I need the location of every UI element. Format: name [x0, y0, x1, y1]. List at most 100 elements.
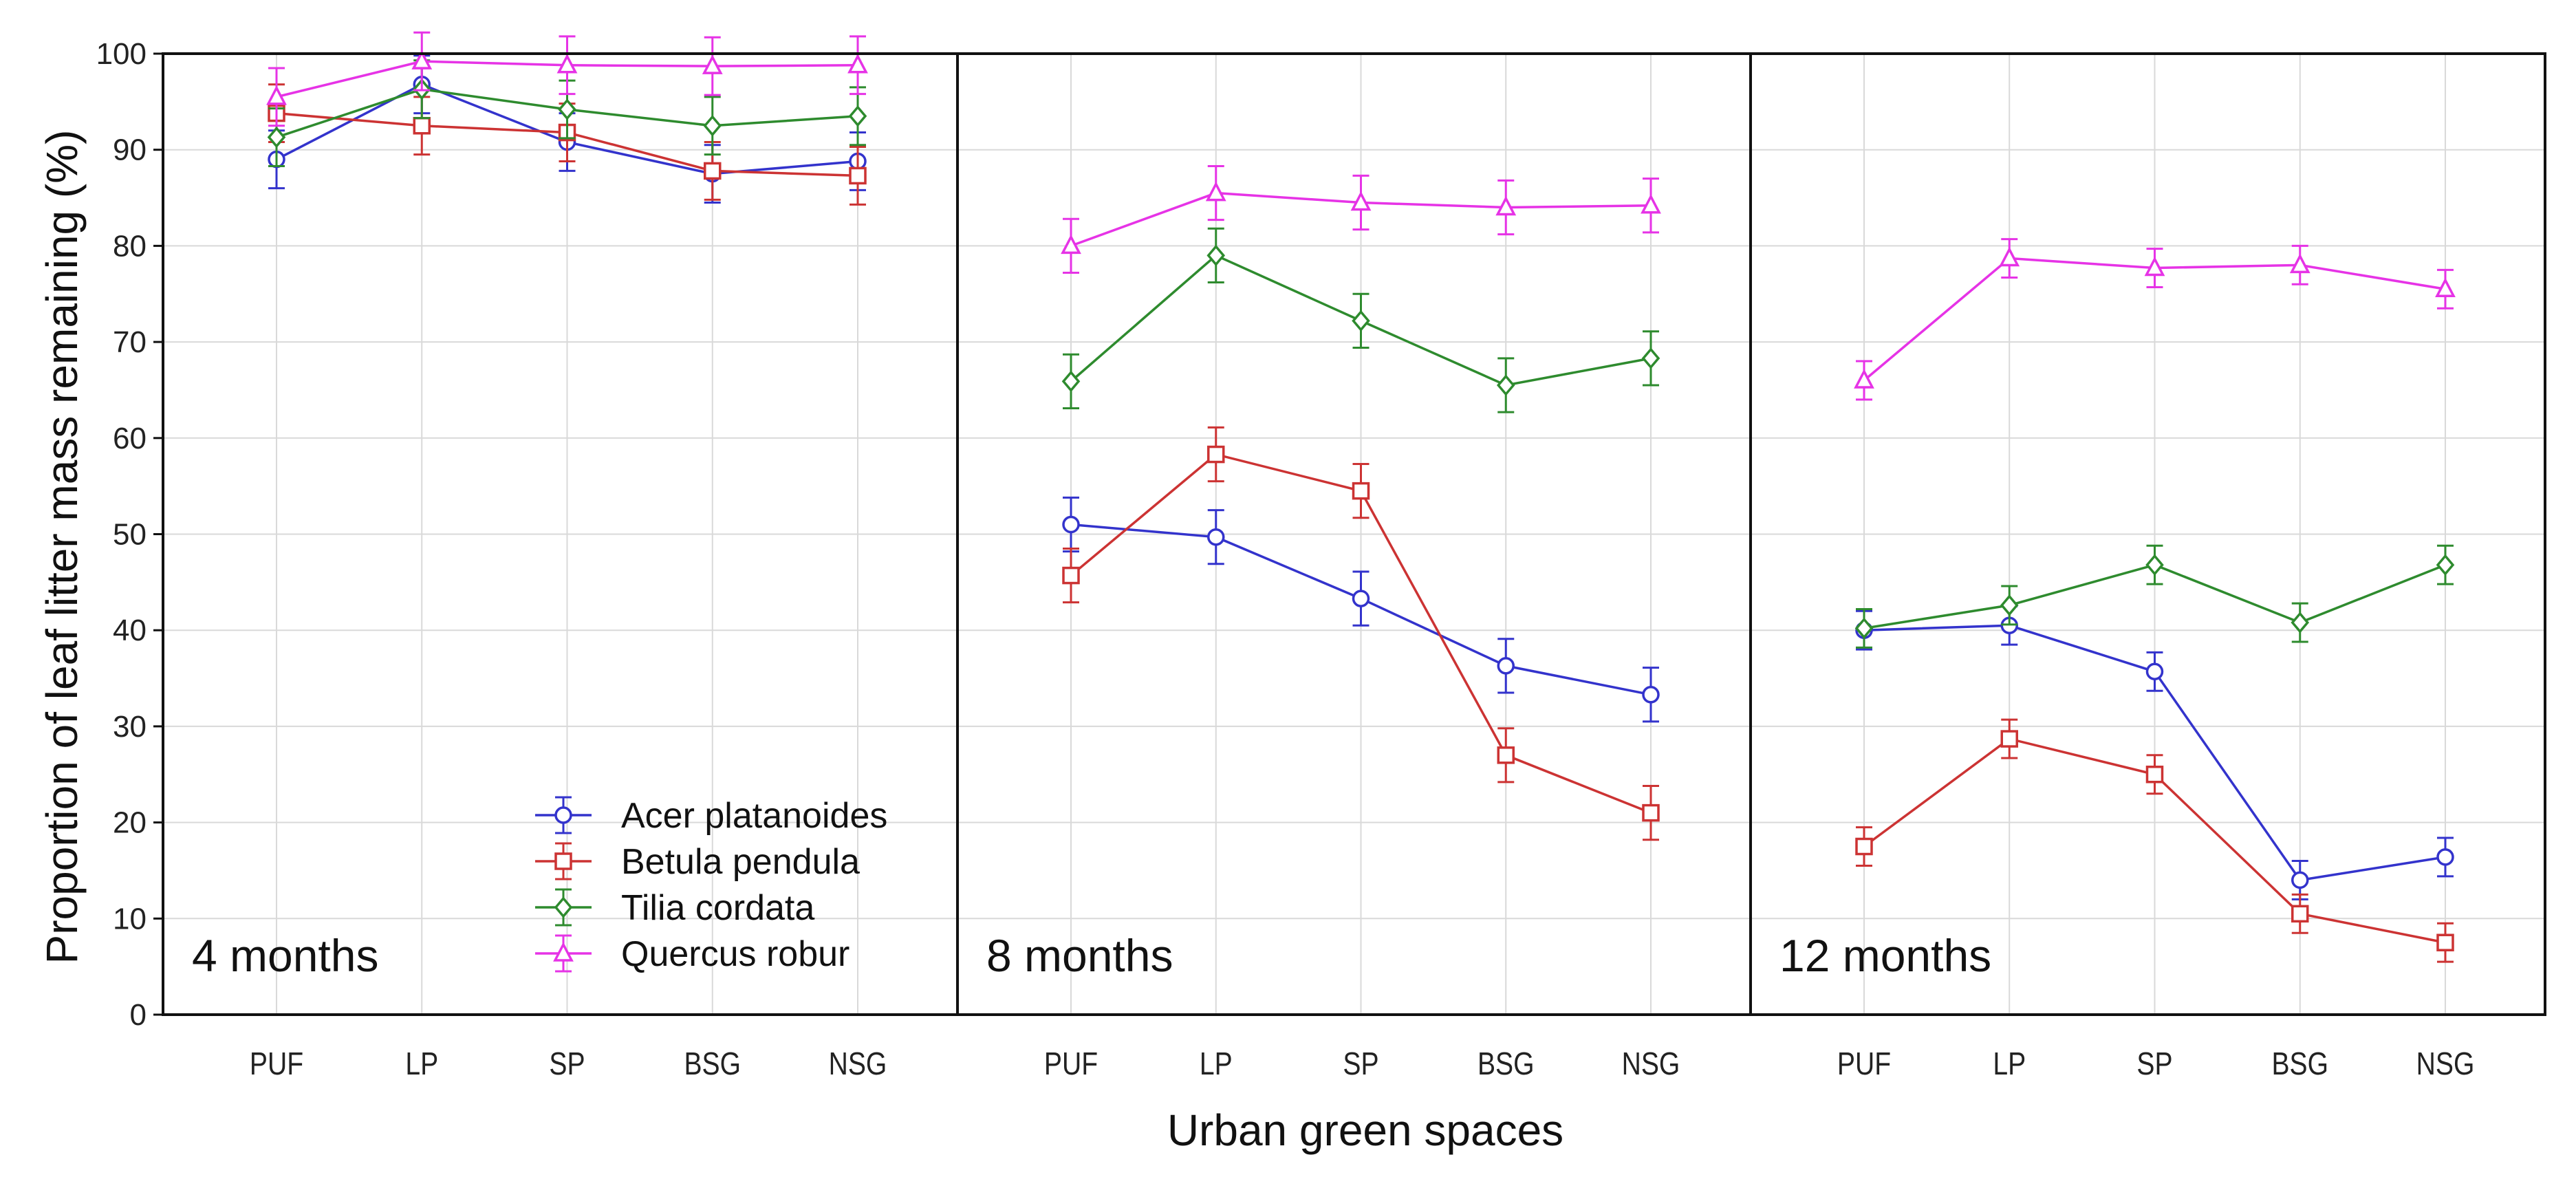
axis-layer: 0 10 20 30 40 50 60 70 80 90 100 PUF LP SP BSG NSG PUF LP…: [96, 37, 2475, 1082]
data-point: [1495, 195, 1517, 216]
data-point: [704, 162, 722, 180]
data-point: [266, 85, 287, 105]
x-tick-label: PUF: [1837, 1046, 1891, 1082]
legend-label: Tilia cordata: [621, 888, 814, 928]
data-point: [2000, 730, 2018, 748]
x-tick-label: LP: [1993, 1046, 2026, 1082]
data-point: [2436, 554, 2455, 576]
data-point: [1642, 686, 1660, 704]
x-tick-label: PUF: [250, 1046, 303, 1082]
data-point: [2291, 612, 2310, 634]
legend-marker: [553, 942, 574, 962]
series-quercus-robur: [266, 31, 868, 127]
data-layer: 4 months 8 months 12 months: [192, 31, 2456, 981]
x-tick-label: SP: [549, 1046, 585, 1082]
data-point: [702, 54, 723, 74]
data-point: [2436, 848, 2454, 866]
data-point: [556, 53, 578, 74]
legend-marker: [554, 852, 572, 870]
data-point: [1352, 590, 1370, 607]
x-tick-label: NSG: [2416, 1046, 2475, 1082]
y-tick-label: 10: [113, 902, 147, 936]
data-point: [703, 115, 722, 137]
data-point: [1062, 515, 1080, 534]
data-point: [267, 126, 286, 149]
legend-item: Quercus robur: [535, 934, 849, 974]
data-point: [1061, 234, 1081, 255]
series-tilia-cordata: [1061, 227, 1660, 413]
x-tick-label: BSG: [2271, 1046, 2328, 1082]
y-tick-label: 30: [113, 710, 147, 744]
data-point: [2144, 256, 2165, 277]
y-tick-label: 100: [96, 37, 147, 71]
panel-frame: [1749, 52, 2546, 1016]
legend-item: Acer platanoides: [535, 796, 887, 836]
panel-label: 12 months: [1779, 930, 1991, 981]
data-point: [1642, 803, 1660, 822]
data-point: [411, 50, 433, 69]
data-point: [1641, 193, 1661, 214]
panel-1: 4 months: [192, 31, 868, 981]
data-point: [1855, 837, 1873, 856]
data-point: [2145, 662, 2164, 681]
y-tick-label: 40: [113, 614, 147, 647]
x-axis-title: Urban green spaces: [1167, 1105, 1563, 1155]
data-point: [1206, 244, 1226, 267]
data-point: [1207, 445, 1225, 464]
y-tick-label: 70: [113, 325, 147, 359]
data-point: [2291, 905, 2309, 923]
x-tick-label: BSG: [684, 1046, 741, 1082]
y-tick-label: 80: [113, 229, 147, 263]
series-acer-platanoides: [1062, 496, 1660, 723]
data-point: [2145, 554, 2164, 576]
legend-item: Betula pendula: [535, 842, 860, 882]
y-axis-title: Proportion of leaf litter mass remaining…: [37, 130, 87, 964]
y-tick-label: 20: [113, 806, 147, 840]
panel-3: 12 months: [1779, 238, 2456, 981]
x-tick-label: PUF: [1044, 1046, 1098, 1082]
legend-label: Acer platanoides: [621, 796, 887, 836]
data-point: [1497, 746, 1515, 764]
legend-item: Tilia cordata: [535, 888, 814, 928]
series-betula-pendula: [1855, 718, 2454, 963]
data-point: [2436, 933, 2454, 951]
data-point: [1061, 370, 1081, 393]
x-tick-label: NSG: [1622, 1046, 1680, 1082]
x-tick-label: SP: [1343, 1046, 1378, 1082]
data-point: [1854, 369, 1874, 389]
data-point: [1062, 566, 1080, 585]
data-point: [849, 166, 867, 185]
data-point: [413, 117, 431, 135]
frame-layer: [162, 52, 2546, 1016]
data-point: [558, 98, 576, 120]
series-tilia-cordata: [1854, 544, 2455, 649]
legend: Acer platanoides Betula pendula Tilia cord…: [535, 796, 887, 974]
y-tick-label: 50: [113, 518, 147, 552]
data-point: [1496, 374, 1515, 396]
data-point: [1205, 181, 1226, 202]
legend-label: Betula pendula: [621, 842, 860, 882]
panel-2: 8 months: [986, 164, 1661, 981]
x-tick-label: SP: [2136, 1046, 2172, 1082]
data-point: [2145, 766, 2164, 784]
data-point: [847, 53, 868, 74]
data-point: [1352, 482, 1370, 500]
data-point: [2000, 594, 2019, 616]
x-tick-label: NSG: [829, 1046, 887, 1082]
y-tick-label: 90: [113, 133, 147, 167]
panel-label: 4 months: [192, 930, 378, 981]
panel-label: 8 months: [986, 930, 1173, 981]
data-point: [1350, 191, 1372, 211]
data-point: [2291, 871, 2309, 889]
x-tick-label: LP: [1200, 1046, 1233, 1082]
x-tick-label: LP: [405, 1046, 438, 1082]
y-tick-label: 0: [130, 998, 147, 1032]
series-quercus-robur: [1854, 238, 2456, 401]
data-point: [1352, 310, 1370, 332]
data-point: [1641, 347, 1660, 369]
data-point: [1999, 246, 2020, 267]
x-tick-label: BSG: [1478, 1046, 1535, 1082]
series-acer-platanoides: [1855, 605, 2454, 900]
